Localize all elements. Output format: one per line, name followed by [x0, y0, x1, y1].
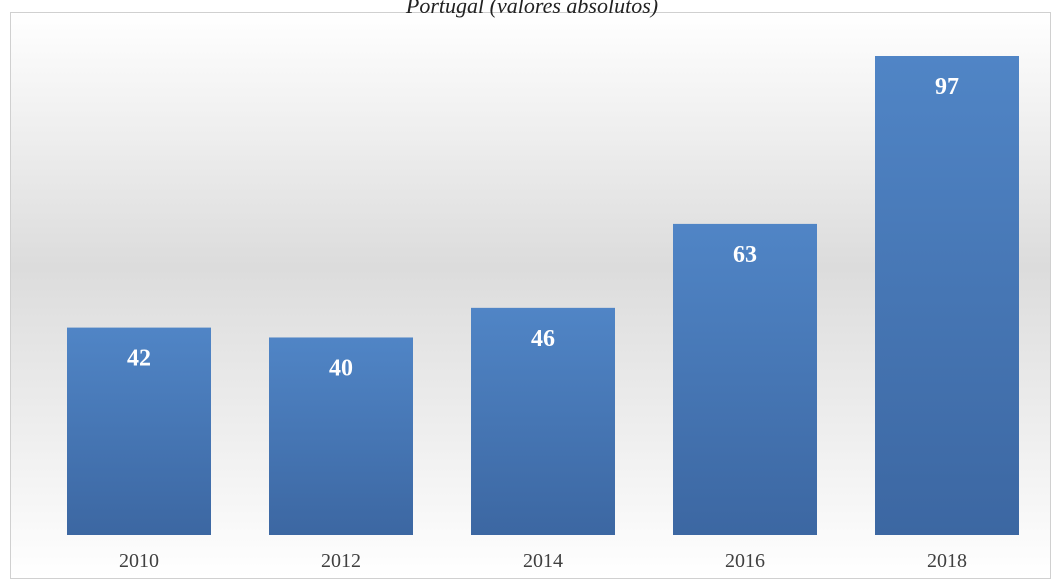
value-label: 42: [127, 346, 151, 372]
value-label: 63: [733, 242, 757, 268]
bar: [673, 223, 817, 535]
value-label: 97: [935, 74, 959, 100]
x-tick-label: 2012: [321, 550, 361, 572]
bar: [471, 307, 615, 535]
bar: [67, 327, 211, 535]
x-tick-label: 2016: [725, 550, 765, 572]
value-label: 40: [329, 355, 353, 381]
chart-title: Portugal (valores absolutos): [405, 0, 658, 18]
bar: [875, 56, 1019, 535]
x-tick-label: 2010: [119, 550, 159, 572]
bar: [269, 337, 413, 535]
x-tick-label: 2018: [927, 550, 967, 572]
x-tick-label: 2014: [523, 550, 563, 572]
value-label: 46: [531, 326, 555, 352]
